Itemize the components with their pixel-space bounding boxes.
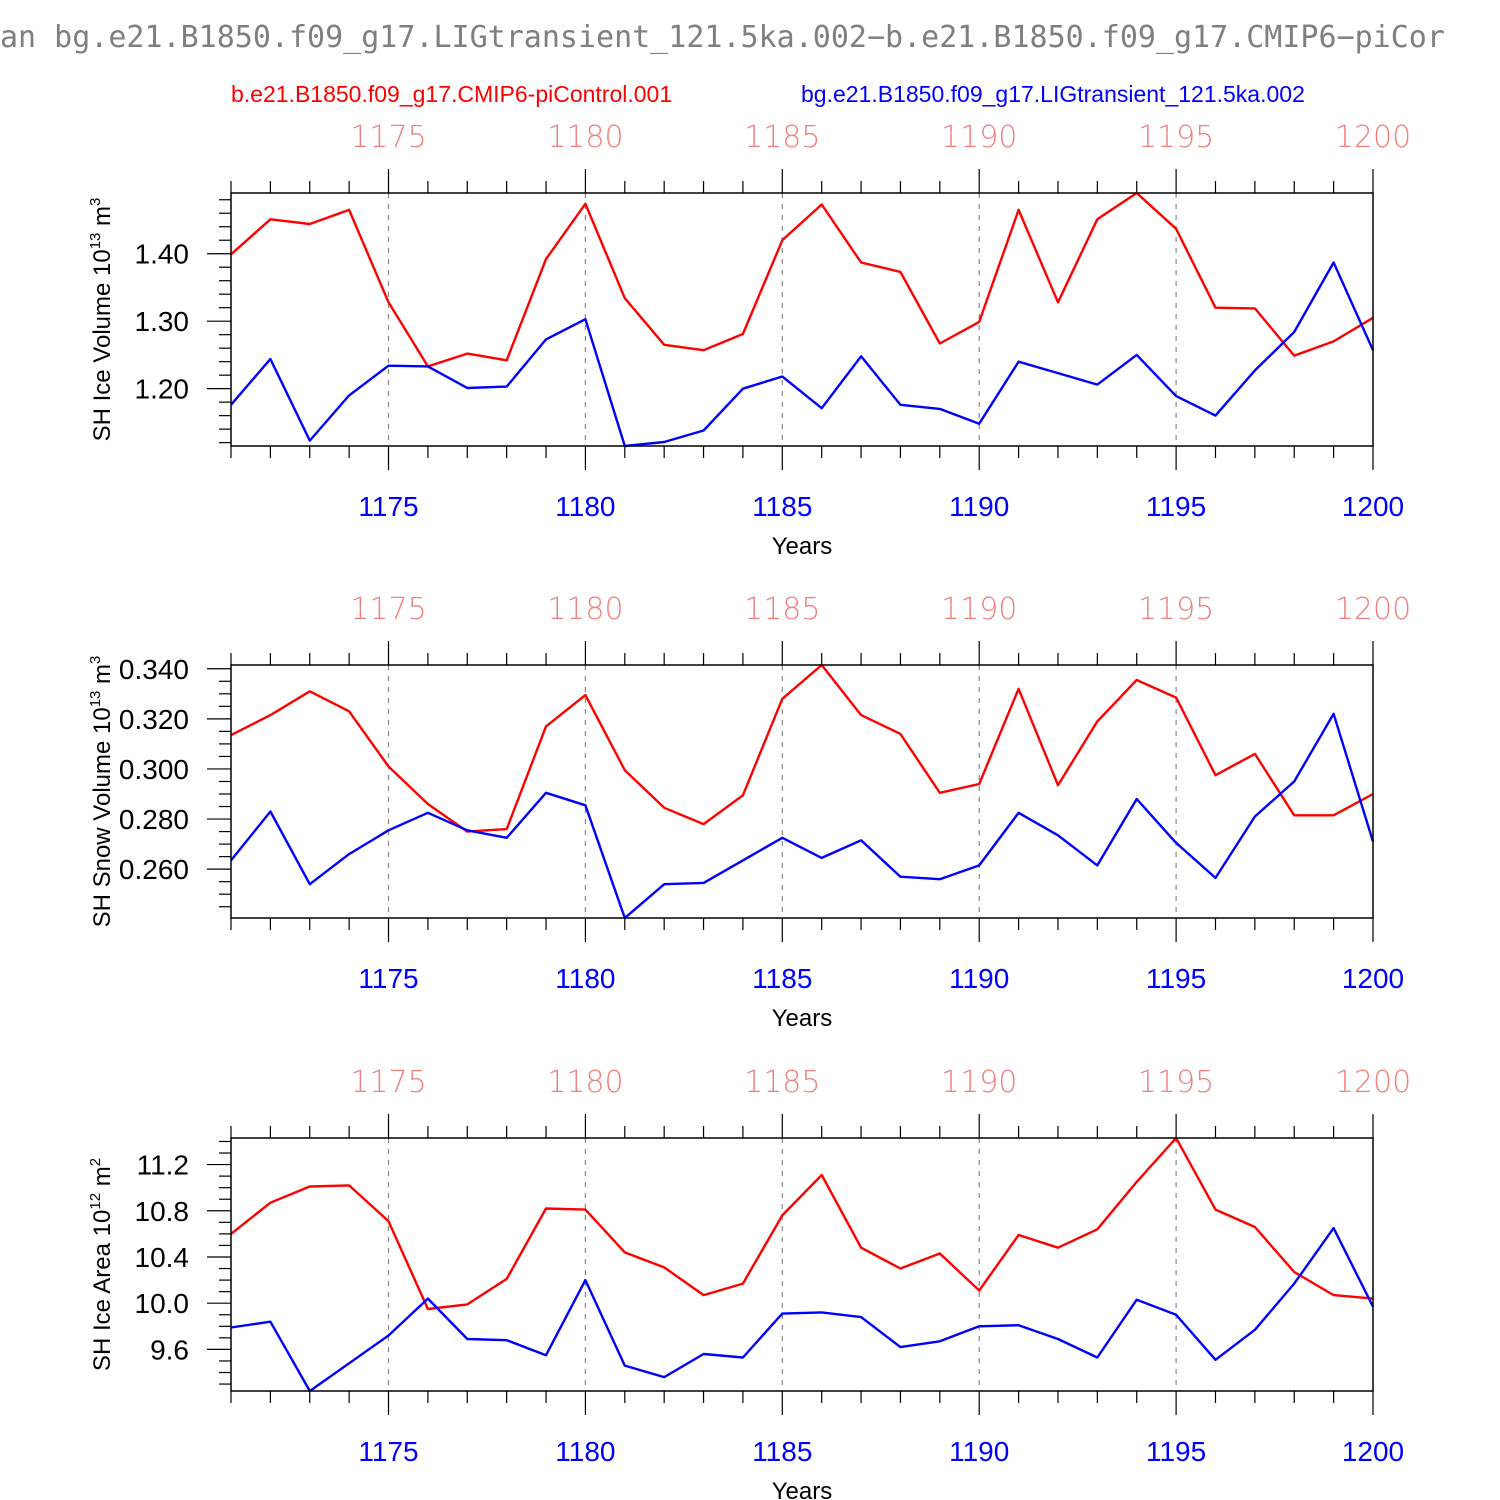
y-tick-label: 9.6 [150,1334,189,1365]
y-axis-label-unit: m [89,664,116,691]
x-tick-label-top: 1175 [350,1065,426,1100]
y-tick-label: 1.30 [135,306,190,337]
panels: 1.20 1.30 1.40 1175 1175 1180 1180 1185 1185 1190… [87,120,1411,1500]
series-line-2 [230,712,1375,920]
y-axis-label-text: SH Ice Volume 10 [89,249,116,441]
x-axis-label: Years [772,533,833,560]
x-tick-label-top: 1190 [941,120,1017,155]
x-tick-label-bottom: 1175 [358,963,418,994]
y-tick-label: 11.2 [137,1150,189,1181]
x-tick-label-bottom: 1185 [752,491,812,522]
chart-panel-2: 0.260 0.280 0.300 0.320 0.340 1175 1175 1180 118… [87,592,1411,1032]
x-tick-label-top: 1190 [941,1065,1017,1100]
y-tick-label: 10.4 [135,1242,190,1273]
figure-title: an bg.e21.B1850.f09_g17.LIGtransient_121… [0,20,1445,55]
x-axis-label: Years [772,1478,833,1500]
y-axis-label-exponent: 13 [87,691,104,708]
y-axis-label-unit-exponent: 3 [87,198,104,206]
x-tick-label-bottom: 1180 [555,1436,615,1467]
y-tick-label: 1.40 [135,239,190,270]
plot-frame [230,192,1374,447]
x-tick-label-top: 1185 [744,120,820,155]
y-tick-label: 0.340 [119,654,189,685]
x-tick-label-top: 1190 [941,592,1017,627]
chart-panel-3: 9.6 10.0 10.4 10.8 11.2 1175 1175 1180 1180 1185 1… [87,1065,1411,1500]
x-tick-label-bottom: 1175 [358,1436,418,1467]
y-axis-label: SH Ice Volume 1013 m3 [87,198,116,442]
y-axis-label-unit: m [89,1166,116,1193]
y-axis-label-exponent: 12 [87,1193,104,1210]
y-tick-label: 0.280 [119,804,189,835]
y-tick-label: 10.0 [135,1288,190,1319]
x-tick-label-bottom: 1190 [949,491,1009,522]
chart-panel-1: 1.20 1.30 1.40 1175 1175 1180 1180 1185 1185 1190… [87,120,1411,560]
x-tick-label-top: 1180 [547,592,623,627]
y-tick-label: 1.20 [135,374,190,405]
y-axis-label-unit: m [89,206,116,233]
series-line-1 [230,1136,1374,1311]
y-axis-label-text: SH Snow Volume 10 [89,707,116,927]
y-tick-label: 0.260 [119,854,189,885]
x-tick-label-bottom: 1180 [555,963,615,994]
x-tick-label-top: 1175 [350,592,426,627]
x-axis-label: Years [772,1005,833,1032]
y-axis-label: SH Snow Volume 1013 m3 [87,656,116,928]
x-tick-label-bottom: 1190 [949,1436,1009,1467]
x-tick-label-top: 1200 [1335,1065,1411,1100]
y-axis-label-unit-exponent: 3 [87,656,104,664]
x-tick-label-bottom: 1175 [358,491,418,522]
series-line-1 [230,663,1374,833]
legend-series2: bg.e21.B1850.f09_g17.LIGtransient_121.5k… [801,81,1305,107]
plot-frame [230,664,1374,919]
y-axis-label: SH Ice Area 1012 m2 [87,1158,116,1371]
series-line-1 [230,191,1374,368]
x-tick-label-top: 1175 [350,120,426,155]
x-tick-label-bottom: 1200 [1342,963,1404,994]
y-axis-label-text: SH Ice Area 10 [89,1210,116,1371]
x-tick-label-top: 1200 [1335,592,1411,627]
x-tick-label-top: 1180 [547,1065,623,1100]
x-tick-label-top: 1185 [744,592,820,627]
x-tick-label-top: 1185 [744,1065,820,1100]
series-line-2 [230,261,1375,448]
x-tick-label-top: 1180 [547,120,623,155]
x-tick-label-bottom: 1195 [1146,963,1206,994]
x-tick-label-bottom: 1195 [1146,1436,1206,1467]
y-tick-label: 10.8 [135,1196,190,1227]
series-line-2 [230,1226,1375,1393]
x-tick-label-bottom: 1185 [752,963,812,994]
plot-frame [230,1137,1374,1392]
x-tick-label-bottom: 1180 [555,491,615,522]
x-tick-label-top: 1200 [1335,120,1411,155]
x-tick-label-top: 1195 [1138,1065,1214,1100]
x-tick-label-bottom: 1185 [752,1436,812,1467]
x-tick-label-top: 1195 [1138,120,1214,155]
x-tick-label-bottom: 1200 [1342,1436,1404,1467]
y-axis-label-unit-exponent: 2 [87,1158,104,1166]
legend-series1: b.e21.B1850.f09_g17.CMIP6-piControl.001 [231,81,672,107]
y-tick-label: 0.300 [119,754,189,785]
y-tick-label: 0.320 [119,704,189,735]
x-tick-label-bottom: 1195 [1146,491,1206,522]
x-tick-label-bottom: 1190 [949,963,1009,994]
y-axis-label-exponent: 13 [87,233,104,250]
x-tick-label-top: 1195 [1138,592,1214,627]
x-tick-label-bottom: 1200 [1342,491,1404,522]
